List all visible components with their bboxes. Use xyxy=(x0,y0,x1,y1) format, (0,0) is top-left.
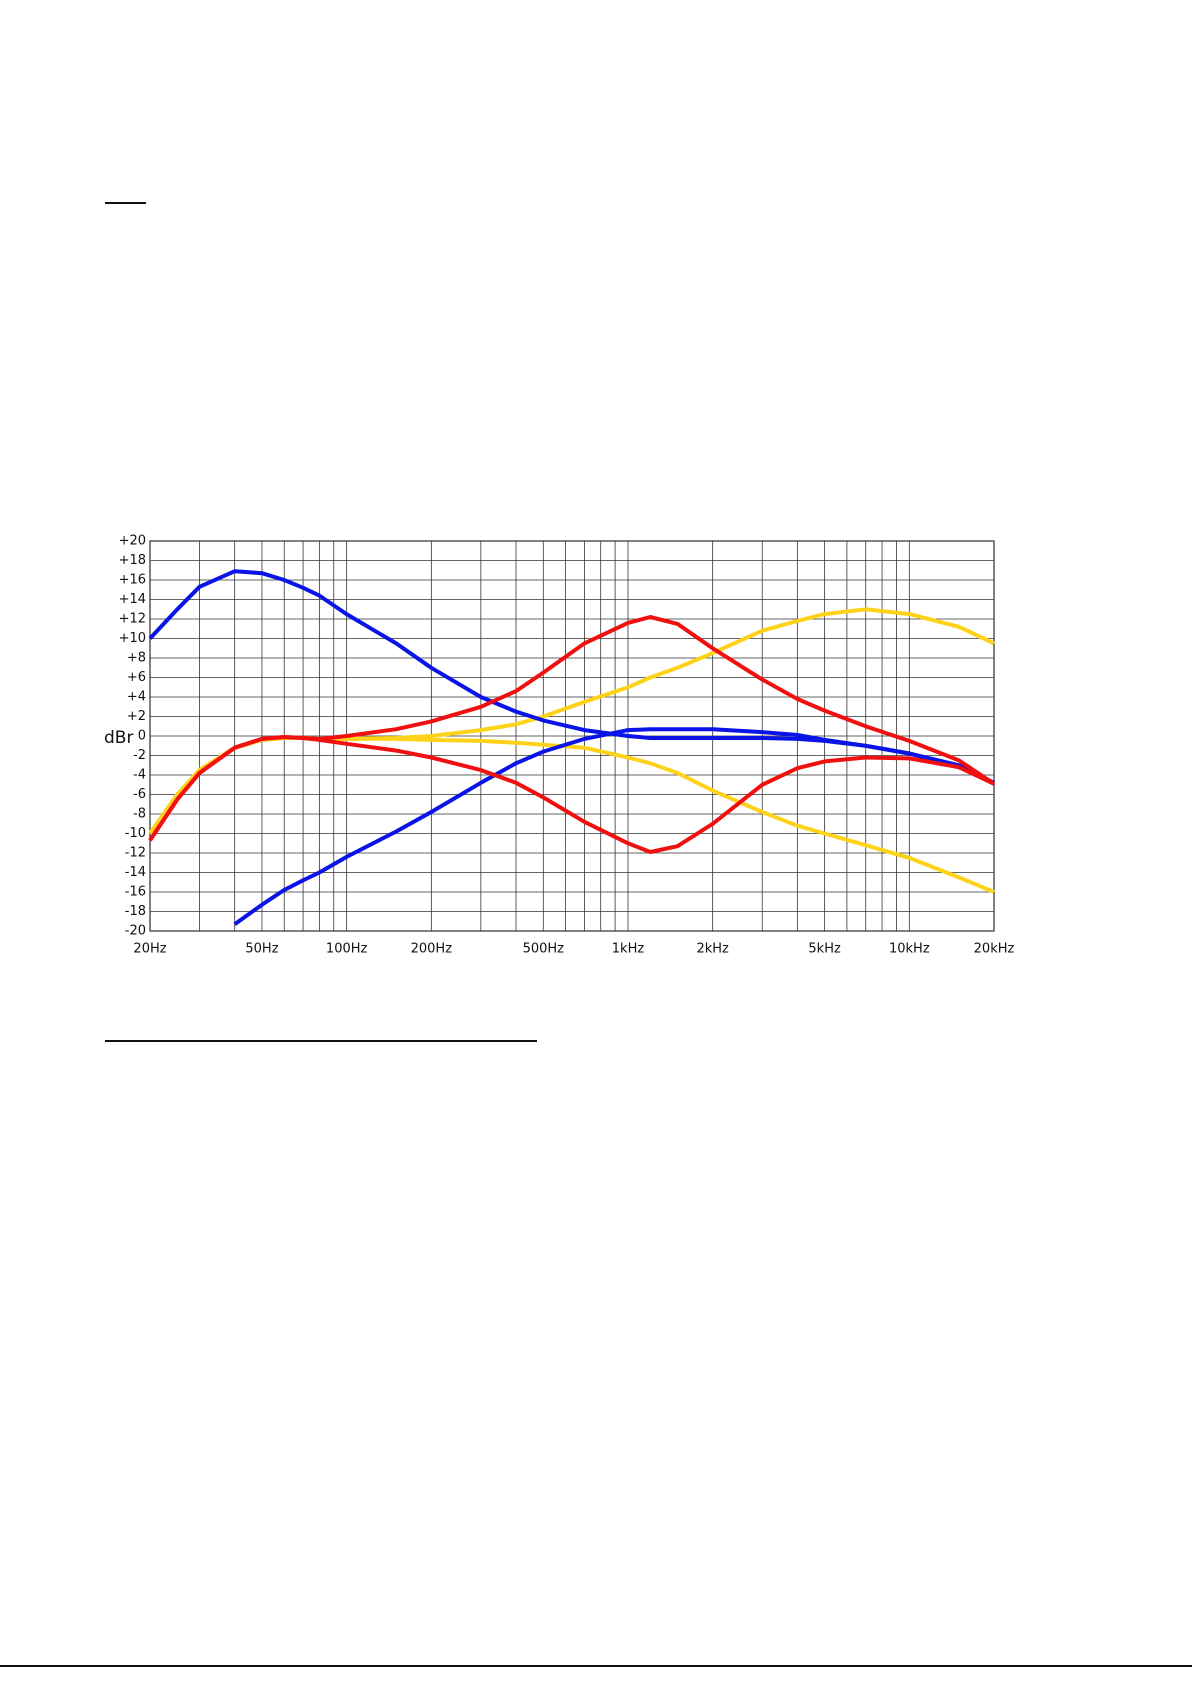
y-tick-label: +14 xyxy=(119,592,146,607)
y-tick-label: +18 xyxy=(119,553,146,568)
y-tick-label: -10 xyxy=(125,826,146,841)
y-tick-label: -20 xyxy=(125,924,146,939)
y-tick-label: +2 xyxy=(127,709,146,724)
chart: 20Hz 50Hz 100Hz 200Hz 500Hz 1kHz 2kHz 5kHz 10kHz… xyxy=(119,534,1015,957)
y-tick-label: -14 xyxy=(125,865,146,880)
y-tick-label: -2 xyxy=(133,748,146,763)
y-tick-label: -4 xyxy=(133,768,146,783)
x-tick-label: 1kHz xyxy=(612,942,645,957)
x-tick-label: 2kHz xyxy=(696,942,729,957)
y-tick-label: 0 xyxy=(138,729,146,744)
y-tick-label: -8 xyxy=(133,807,146,822)
y-tick-label: -16 xyxy=(125,885,146,900)
line xyxy=(148,735,995,854)
x-tick-label: 5kHz xyxy=(808,942,841,957)
y-tick-label: -12 xyxy=(125,846,146,861)
y-tick-label: +8 xyxy=(127,651,146,666)
y-axis-label: dBr xyxy=(104,728,133,748)
x-tick-label: 20Hz xyxy=(133,942,166,957)
y-tick-label: +10 xyxy=(119,631,146,646)
x-tick-label: 50Hz xyxy=(245,942,278,957)
x-tick-label: 500Hz xyxy=(523,942,565,957)
y-tick-label: +12 xyxy=(119,612,146,627)
y-tick-label: -18 xyxy=(125,904,146,919)
y-tick-label: +20 xyxy=(119,534,146,549)
y-tick-label: +16 xyxy=(119,573,146,588)
x-tick-label: 100Hz xyxy=(326,942,368,957)
y-tick-label: +4 xyxy=(127,690,146,705)
x-tick-label: 10kHz xyxy=(889,942,930,957)
x-tick-label: 20kHz xyxy=(974,942,1015,957)
line xyxy=(233,727,995,926)
y-tick-label: +6 xyxy=(127,670,146,685)
x-tick-label: 200Hz xyxy=(411,942,453,957)
y-tick-label: -6 xyxy=(133,787,146,802)
